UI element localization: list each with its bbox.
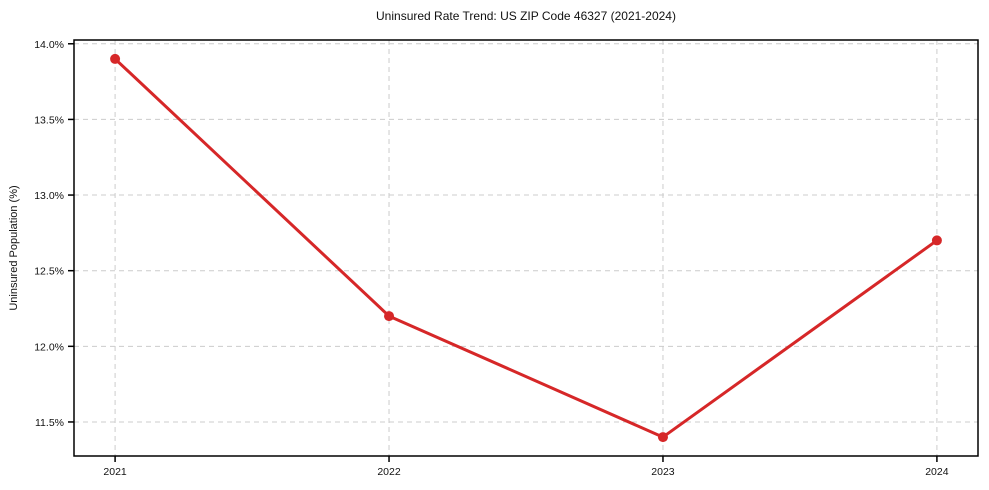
x-tick-label: 2024 (925, 466, 949, 478)
x-tick-label: 2022 (377, 466, 401, 478)
y-tick-label: 14.0% (34, 39, 64, 51)
data-point-marker (110, 53, 121, 64)
trend-line (113, 57, 939, 439)
y-tick-label: 11.5% (35, 417, 64, 429)
y-tick-label: 12.0% (34, 341, 64, 353)
data-point-marker (657, 432, 668, 443)
x-tick-label: 2021 (103, 466, 127, 478)
y-tick-label: 13.5% (34, 114, 64, 126)
y-tick-label: 12.5% (34, 266, 64, 278)
plot-border (73, 39, 979, 457)
y-tick-label: 13.0% (34, 190, 64, 202)
data-point-marker (384, 311, 395, 322)
chart-title: Uninsured Rate Trend: US ZIP Code 46327 … (376, 9, 676, 23)
data-point-marker (931, 235, 942, 246)
x-tick-label: 2023 (651, 466, 675, 478)
